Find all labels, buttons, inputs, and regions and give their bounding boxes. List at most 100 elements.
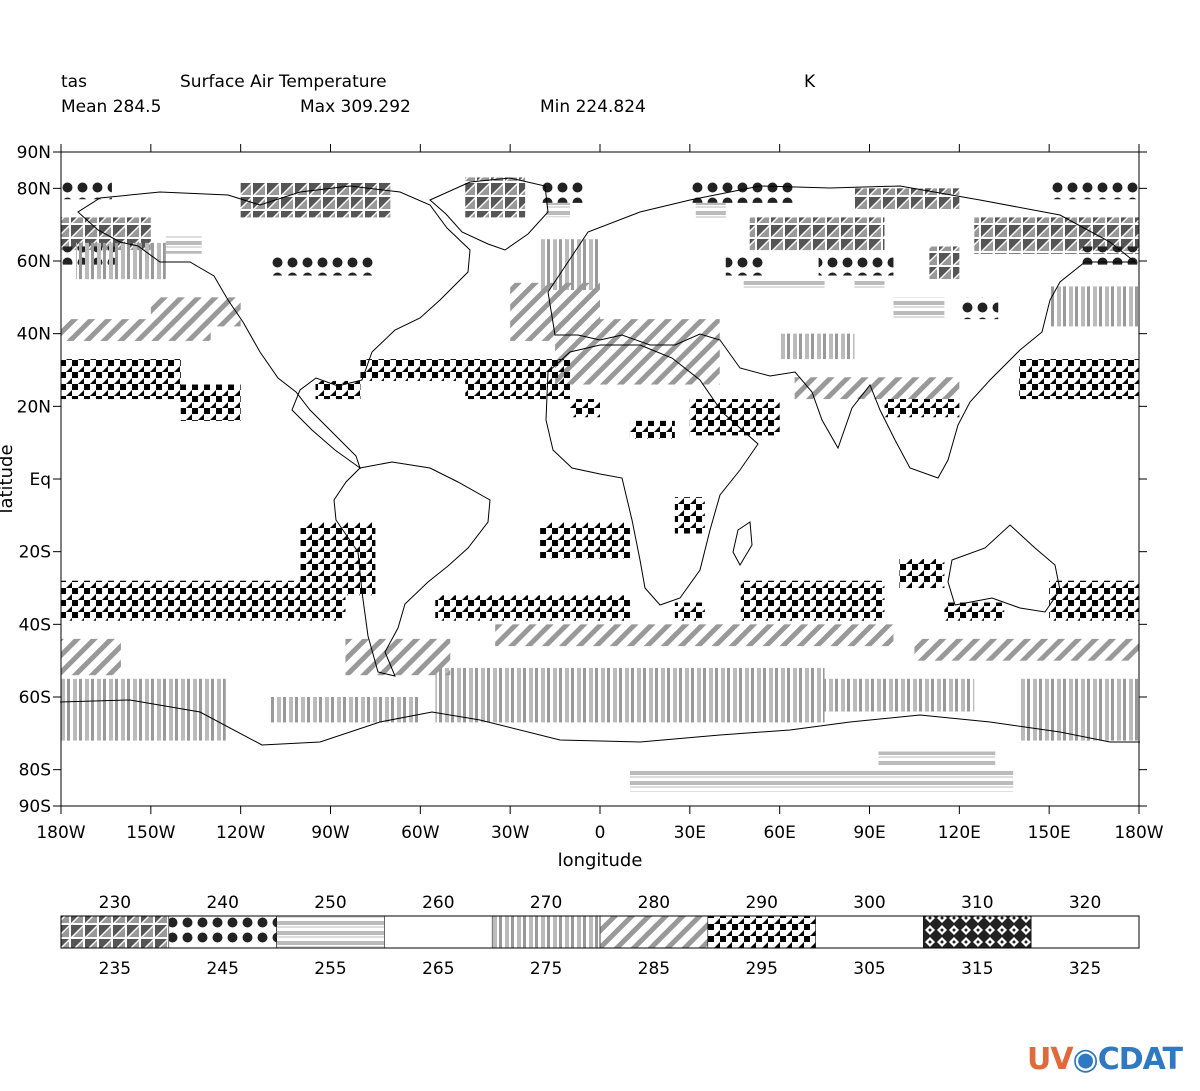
- temperature-cell-12: [725, 257, 765, 276]
- legend-swatch: [276, 915, 385, 949]
- temperature-regions: [61, 177, 1139, 792]
- x-tick-label: 90W: [311, 823, 350, 843]
- temperature-cell-29: [1019, 678, 1139, 741]
- temperature-cell-5: [929, 246, 960, 280]
- north-america-coast: [77, 185, 471, 470]
- temperature-cell-43: [61, 359, 181, 400]
- greenland-coast: [429, 177, 549, 251]
- temperature-cell-48: [570, 399, 600, 418]
- min-label: Min 224.824: [540, 97, 646, 117]
- temperature-cell-37: [555, 319, 720, 385]
- legend-swatch: [384, 915, 493, 949]
- eurasia-coast: [547, 185, 1137, 479]
- temperature-cell-17: [165, 235, 202, 254]
- africa-coast: [545, 344, 759, 606]
- temperature-cell-10: [540, 177, 586, 203]
- x-tick-label: 30E: [674, 823, 706, 843]
- temperature-cell-55: [61, 580, 301, 621]
- y-tick-label: 20N: [17, 397, 51, 417]
- temperature-cell-32: [779, 333, 855, 360]
- x-tick-label: 150E: [1028, 823, 1071, 843]
- temperature-cell-13: [818, 257, 894, 276]
- temperature-cell-50: [629, 420, 675, 440]
- y-tick-label: 20S: [19, 543, 51, 563]
- temperature-cell-31: [540, 239, 600, 291]
- x-tick-label: 30W: [491, 823, 530, 843]
- temperature-cell-49: [689, 399, 780, 436]
- y-axis-title: latitude: [0, 444, 17, 513]
- temperature-cell-51: [884, 399, 960, 418]
- temperature-cell-16: [1079, 246, 1139, 265]
- temperature-cell-14: [959, 297, 999, 320]
- legend-swatch: [923, 915, 1032, 949]
- temperature-cell-9: [270, 257, 376, 276]
- y-tick-label: 80N: [17, 179, 51, 199]
- legend-bottom-label: 305: [853, 959, 885, 979]
- temperature-cell-27: [435, 667, 825, 723]
- max-label: Max 309.292: [300, 97, 411, 117]
- temperature-cell-63: [674, 497, 705, 534]
- temperature-cell-25: [61, 678, 226, 741]
- temperature-cell-62: [1049, 580, 1139, 621]
- x-tick-label: 60E: [763, 823, 795, 843]
- temperature-cell-35: [150, 297, 241, 327]
- y-tick-label: 40S: [19, 615, 51, 635]
- legend-swatch: [491, 915, 601, 949]
- variable-name: tas: [61, 72, 87, 92]
- x-axis-ticks: 180W 150W 120W 90W 60W 30W 0 30E 60E 90E 120E 150E 1…: [36, 144, 1164, 843]
- legend-swatch: [1030, 915, 1140, 949]
- uvcdat-logo: UV◉CDAT: [1026, 1042, 1183, 1077]
- temperature-cell-54: [540, 522, 630, 559]
- temperature-cell-1: [240, 181, 391, 218]
- legend-top-label: 300: [853, 893, 885, 913]
- legend-top-label: 270: [530, 893, 562, 913]
- temperature-cell-33: [1049, 286, 1139, 327]
- legend-top-label: 310: [961, 893, 993, 913]
- variable-long-name: Surface Air Temperature: [180, 72, 387, 92]
- temperature-cell-56: [300, 595, 346, 621]
- temperature-cell-52: [1019, 359, 1139, 400]
- legend-bottom-label: 245: [206, 959, 238, 979]
- x-tick-label: 180W: [1114, 823, 1163, 843]
- australia-coast: [947, 524, 1061, 613]
- temperature-cell-30: [75, 242, 166, 280]
- coastline-outlines: [59, 177, 1140, 746]
- temperature-cell-7: [61, 177, 112, 200]
- temperature-cell-26: [270, 697, 421, 723]
- legend-top-label: 320: [1069, 893, 1101, 913]
- legend-bottom-label: 285: [638, 959, 670, 979]
- legend-top-label: 290: [745, 893, 777, 913]
- legend-bottom-label: 235: [99, 959, 131, 979]
- x-tick-label: 120E: [938, 823, 981, 843]
- x-tick-label: 180W: [36, 823, 85, 843]
- y-tick-label: Eq: [29, 470, 51, 490]
- legend-bottom-label: 265: [422, 959, 454, 979]
- y-tick-label: 90S: [19, 797, 51, 817]
- legend-top-label: 230: [99, 893, 131, 913]
- temperature-cell-40: [345, 638, 451, 676]
- temperature-cell-53: [300, 522, 376, 596]
- temperature-cell-46: [360, 359, 481, 381]
- legend-swatch: [60, 915, 170, 949]
- temperature-cell-57: [435, 595, 630, 621]
- temperature-cell-20: [743, 279, 825, 291]
- temperature-cell-15: [1049, 177, 1139, 200]
- temperature-cell-44: [180, 384, 241, 421]
- temperature-cell-42: [914, 638, 1139, 661]
- temperature-cell-38: [794, 377, 960, 400]
- x-tick-label: 0: [595, 823, 606, 843]
- madagascar-coast: [732, 521, 753, 567]
- y-axis-ticks: 90N 80N 60N 40N 20N Eq 20S 40S 60S 80S 90S: [17, 143, 1147, 817]
- temperature-cell-3: [749, 217, 885, 251]
- temperature-cell-21: [854, 279, 885, 291]
- legend-swatch: [168, 915, 277, 949]
- legend-frame: [60, 915, 1140, 949]
- colorbar-legend: 230 240 250 260 270 280 290 300 310 320 235 245 255 2…: [60, 893, 1140, 979]
- x-tick-label: 120W: [216, 823, 265, 843]
- legend-swatch: [815, 915, 924, 949]
- antarctica-coast: [59, 699, 1140, 746]
- temperature-cell-28: [824, 678, 975, 712]
- legend-top-label: 240: [206, 893, 238, 913]
- y-tick-label: 40N: [17, 325, 51, 345]
